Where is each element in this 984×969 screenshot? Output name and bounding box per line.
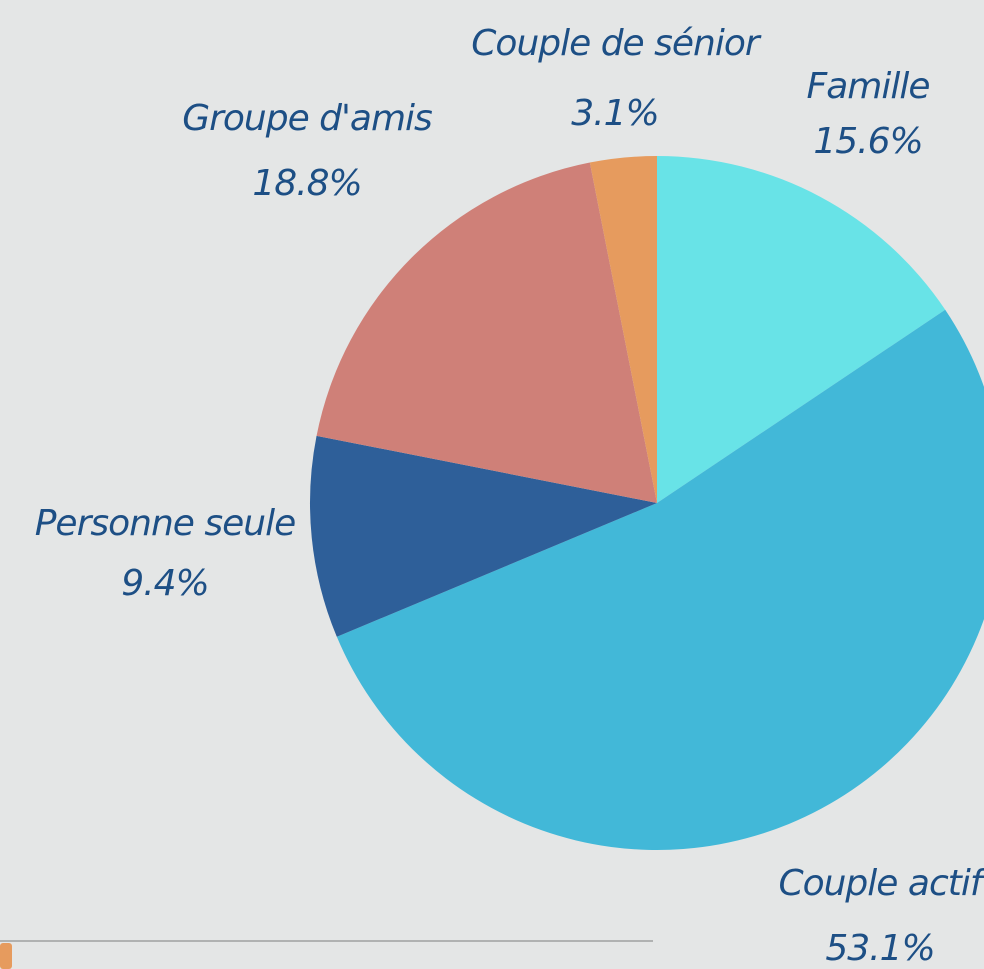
slice-value-label: 3.1% (571, 93, 658, 134)
pie-slice (336, 309, 984, 850)
slice-label: Couple de sénior (471, 23, 762, 64)
slice-value-label: 18.8% (252, 163, 361, 204)
slice-label: Personne seule (35, 503, 296, 544)
slice-value-label: 53.1% (825, 928, 934, 969)
slice-label: Famille (807, 66, 930, 107)
pie-slice (589, 156, 657, 503)
pie-slice (316, 162, 657, 503)
slice-value-label: 9.4% (121, 563, 208, 604)
slice-label: Groupe d'amis (182, 98, 432, 139)
pie-slice (657, 156, 946, 503)
slice-label: Couple actif (778, 863, 984, 904)
tab (0, 943, 12, 969)
slice-value-label: 15.6% (813, 121, 922, 162)
pie-slice (309, 435, 657, 637)
